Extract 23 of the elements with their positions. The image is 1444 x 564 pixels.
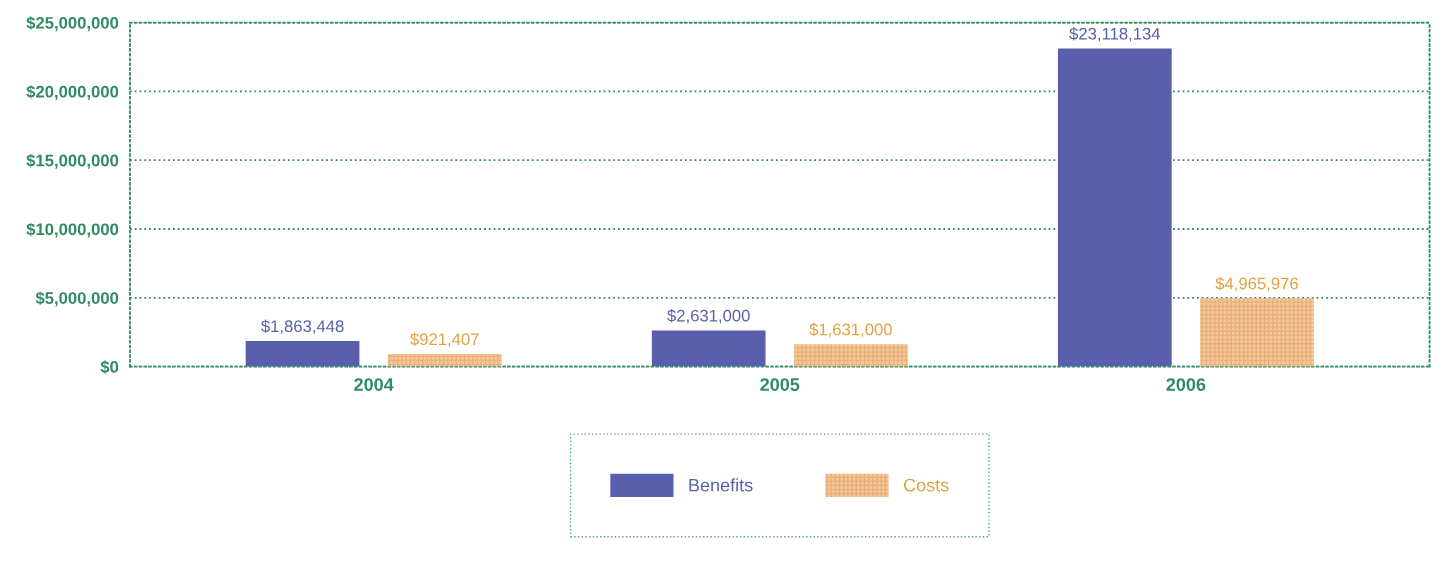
y-tick-label: $10,000,000 [26, 222, 119, 238]
data-label: $2,631,000 [667, 309, 750, 324]
data-label: $4,965,976 [1215, 276, 1298, 292]
data-label: $1,863,448 [261, 319, 344, 335]
bar [1057, 48, 1172, 367]
y-tick-label: $25,000,000 [26, 16, 119, 32]
legend-label: Costs [903, 478, 949, 492]
x-tick-label: 2006 [1166, 378, 1206, 391]
y-tick-label: $20,000,000 [26, 85, 119, 100]
x-tick-label: 2004 [354, 378, 394, 391]
legend-label: Benefits [689, 478, 753, 492]
x-tick-label: 2005 [760, 378, 800, 391]
y-tick-label: $5,000,000 [35, 291, 119, 307]
data-label: $23,118,134 [1069, 27, 1161, 42]
bar [1200, 298, 1314, 367]
bar [245, 340, 360, 367]
data-label: $921,407 [410, 332, 479, 348]
y-tick-label: $15,000,000 [26, 153, 119, 169]
bar [651, 330, 766, 367]
bar [387, 353, 502, 367]
y-tick-label: $0 [100, 360, 119, 374]
data-label: $1,631,000 [809, 322, 892, 338]
bar [793, 344, 908, 367]
